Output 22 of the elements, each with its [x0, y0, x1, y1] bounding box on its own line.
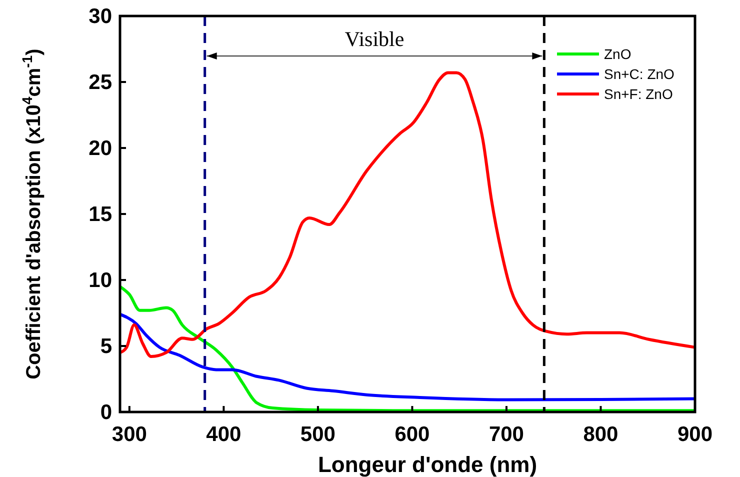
x-tick-label: 300 — [112, 423, 147, 446]
y-tick-label: 15 — [88, 203, 112, 226]
annotation: Visible — [344, 27, 404, 51]
x-tick-label: 700 — [488, 423, 524, 446]
legend-label: Sn+F: ZnO — [604, 86, 673, 102]
legend-label: Sn+C: ZnO — [604, 66, 675, 82]
x-tick-label: 900 — [677, 423, 713, 446]
y-tick-label: 10 — [88, 269, 112, 292]
line-series — [118, 71, 696, 358]
x-tick-label: 600 — [394, 423, 430, 446]
x-tick-label: 800 — [583, 423, 618, 446]
y-tick-label: 25 — [88, 71, 112, 94]
x-tick-label: 500 — [300, 423, 336, 446]
line-series — [118, 285, 696, 412]
y-tick-label: 5 — [100, 335, 112, 358]
x-axis-title: Longeur d'onde (nm) — [318, 452, 538, 477]
x-tick-label: 400 — [206, 423, 242, 446]
y-tick-label: 30 — [88, 5, 112, 28]
y-tick-label: 20 — [88, 137, 112, 160]
line-series — [118, 312, 696, 402]
y-tick-label: 0 — [100, 401, 112, 424]
legend-label: ZnO — [604, 46, 632, 62]
